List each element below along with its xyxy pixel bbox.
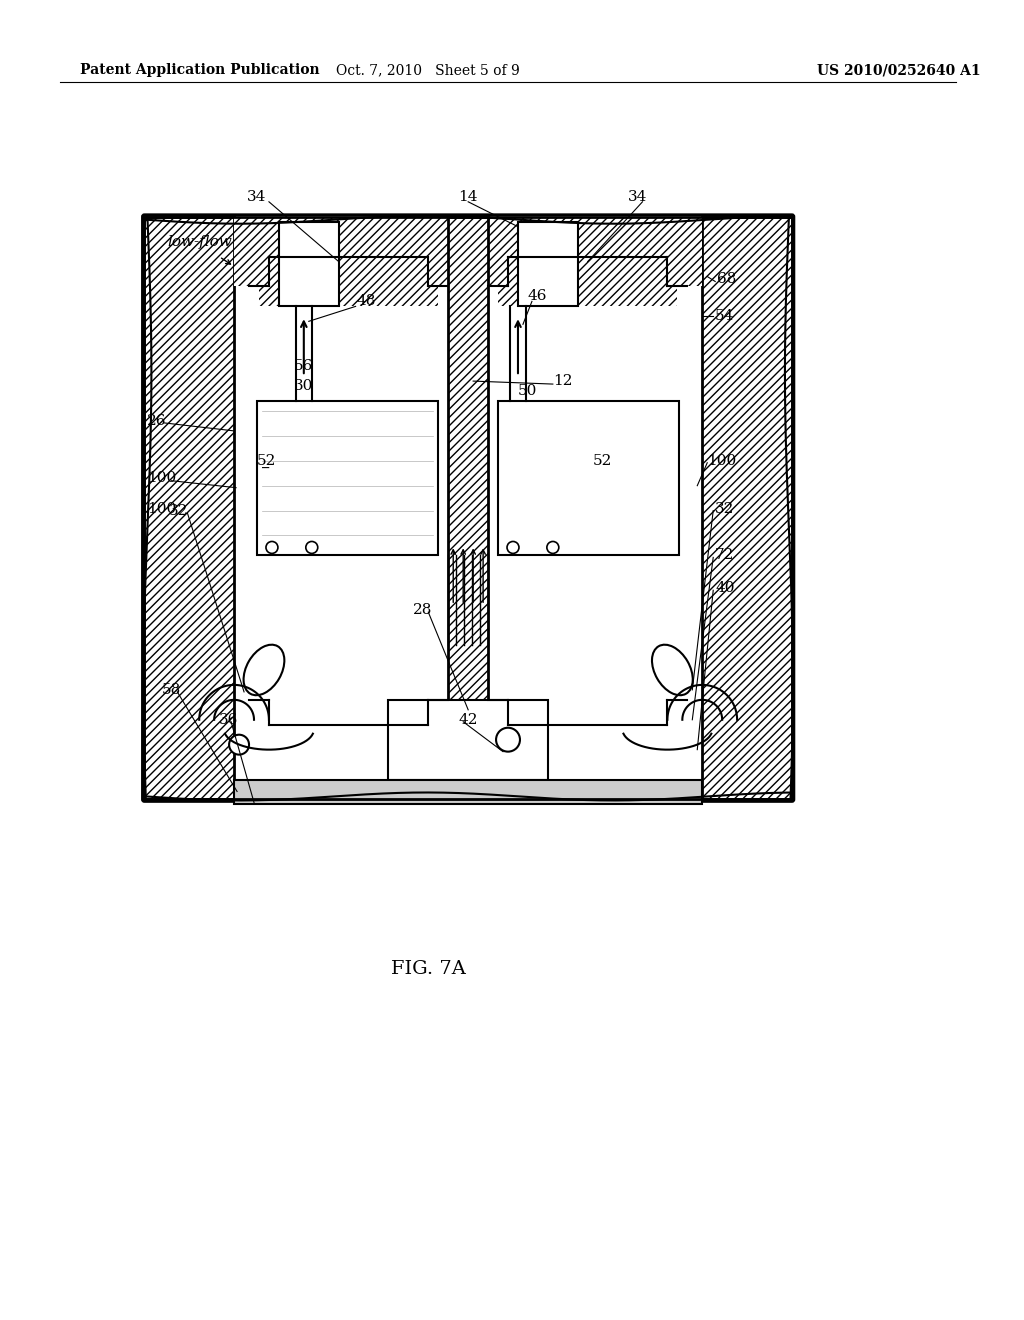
Text: 100: 100 (147, 471, 177, 484)
FancyBboxPatch shape (142, 215, 794, 801)
Circle shape (266, 541, 278, 553)
Text: 48: 48 (356, 294, 376, 309)
Text: 52: 52 (257, 454, 276, 467)
Text: 50: 50 (518, 384, 538, 399)
Bar (702, 216, 792, 800)
Text: 30: 30 (294, 379, 313, 393)
Text: FIG. 7A: FIG. 7A (391, 960, 466, 978)
Text: 72: 72 (715, 548, 734, 562)
Bar (702, 216, 792, 800)
Circle shape (547, 541, 559, 553)
Text: 26: 26 (147, 414, 167, 428)
Circle shape (229, 735, 249, 755)
Bar (257, 401, 438, 556)
Text: US 2010/0252640 A1: US 2010/0252640 A1 (817, 63, 980, 78)
Text: Patent Application Publication: Patent Application Publication (80, 63, 319, 78)
Circle shape (507, 541, 519, 553)
Text: 56: 56 (294, 359, 313, 374)
Text: 34: 34 (628, 190, 647, 203)
Text: 52: 52 (593, 454, 612, 467)
Text: 54: 54 (715, 309, 734, 323)
Circle shape (496, 727, 520, 751)
Text: 100: 100 (147, 502, 177, 516)
Bar (144, 216, 792, 800)
Bar (144, 216, 234, 800)
Ellipse shape (652, 644, 693, 696)
Bar (498, 216, 677, 306)
Bar (144, 216, 234, 800)
Bar (449, 216, 488, 700)
Text: low-flow: low-flow (167, 235, 232, 248)
Bar (234, 216, 702, 286)
Bar (498, 401, 679, 556)
Bar (518, 222, 578, 306)
Text: 58: 58 (162, 682, 180, 697)
Text: 42: 42 (458, 713, 478, 727)
Text: 68: 68 (717, 272, 736, 286)
Bar (279, 222, 339, 306)
Text: 12: 12 (553, 374, 572, 388)
Bar (259, 216, 438, 306)
Text: 34: 34 (247, 190, 266, 203)
Bar (449, 216, 488, 700)
Text: Oct. 7, 2010   Sheet 5 of 9: Oct. 7, 2010 Sheet 5 of 9 (337, 63, 520, 78)
Text: 32: 32 (715, 502, 734, 516)
Bar (388, 700, 548, 780)
Bar (234, 780, 702, 804)
Text: 32: 32 (169, 504, 188, 517)
Text: 100: 100 (708, 454, 736, 467)
Text: 14: 14 (458, 190, 478, 203)
Circle shape (306, 541, 317, 553)
Text: 36: 36 (219, 713, 239, 727)
Text: 28: 28 (414, 603, 433, 618)
Text: 40: 40 (715, 581, 734, 595)
Text: 46: 46 (528, 289, 548, 304)
Ellipse shape (244, 644, 285, 696)
